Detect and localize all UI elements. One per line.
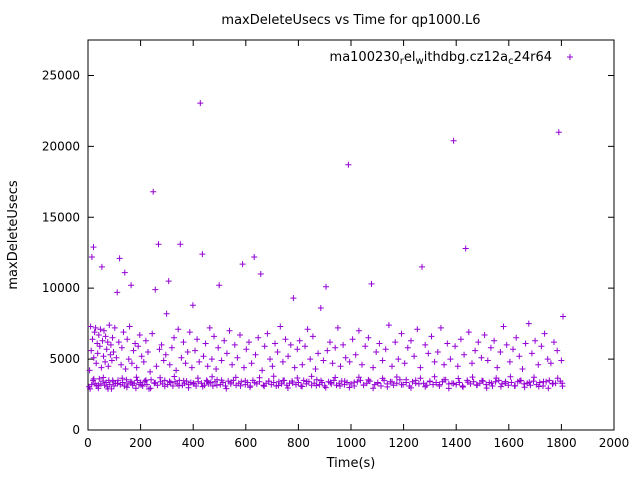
chart-title: maxDeleteUsecs vs Time for qp1000.L6 xyxy=(221,13,480,28)
x-tick-label: 2000 xyxy=(599,436,630,450)
axis-frame xyxy=(87,39,615,431)
x-tick-label: 1200 xyxy=(388,436,419,450)
x-tick-label: 1000 xyxy=(336,436,367,450)
y-tick-label: 0 xyxy=(72,423,80,437)
y-tick-label: 20000 xyxy=(42,139,80,153)
x-tick-label: 400 xyxy=(182,436,205,450)
y-tick-label: 15000 xyxy=(42,210,80,224)
legend-label: ma100230relwithdbg.cz12ac24r64 xyxy=(330,50,552,67)
y-tick-label: 10000 xyxy=(42,281,80,295)
y-axis-label: maxDeleteUsecs xyxy=(6,180,21,289)
x-tick-label: 1600 xyxy=(494,436,525,450)
scatter-points xyxy=(86,100,566,392)
x-tick-label: 1400 xyxy=(441,436,472,450)
y-tick-label: 5000 xyxy=(49,352,80,366)
x-tick-label: 800 xyxy=(287,436,310,450)
x-axis-label: Time(s) xyxy=(326,456,376,471)
x-tick-label: 200 xyxy=(129,436,152,450)
x-tick-label: 1800 xyxy=(546,436,577,450)
legend-marker-icon xyxy=(567,54,573,60)
x-tick-label: 0 xyxy=(84,436,92,450)
x-tick-label: 600 xyxy=(234,436,257,450)
y-tick-label: 25000 xyxy=(42,68,80,82)
plot-generated-group: 0 200 400 600 800 1000 1200 1400 1600 1800 2000050… xyxy=(42,39,630,450)
